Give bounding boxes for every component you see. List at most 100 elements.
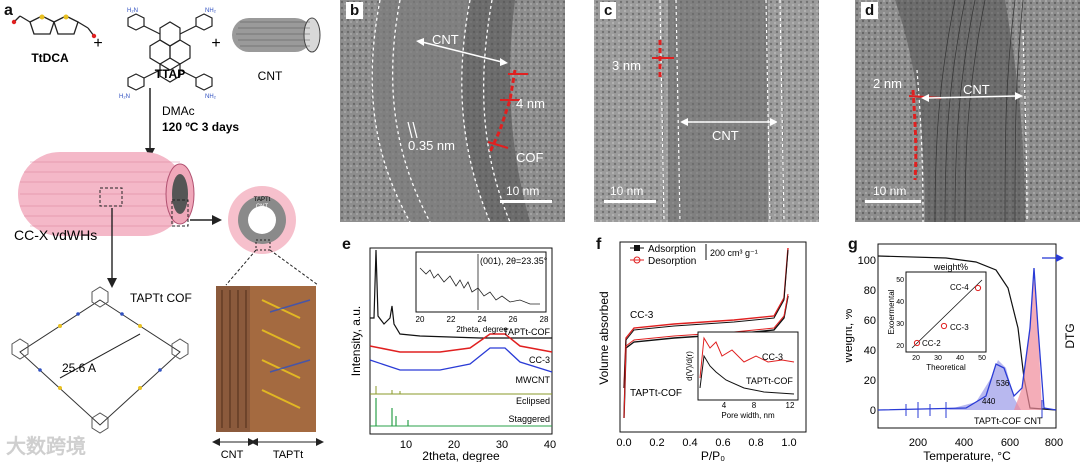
tga-ytick: 20 <box>864 375 876 387</box>
d-scale-bar <box>865 200 921 203</box>
xrd-label-eclipsed: Eclipsed <box>516 396 550 406</box>
tga-ytick: 60 <box>864 315 876 327</box>
iso-xtick: 0.2 <box>649 437 664 449</box>
inset-cc3-label: CC-3 <box>762 352 783 362</box>
d-cnt-label: CNT <box>963 82 990 97</box>
stack-taptt-label: TAPTt <box>273 449 303 461</box>
panel-a-label: a <box>4 2 13 19</box>
layer-stack <box>216 286 316 432</box>
legend-desorption: Desorption <box>648 256 696 267</box>
iso-xtick: 0.4 <box>682 437 697 449</box>
tga-inset-title: weight% <box>933 262 968 272</box>
cof-label: TAPTt COF <box>130 291 192 305</box>
panel-e-label: e <box>342 236 351 253</box>
c-cnt-label: CNT <box>712 128 739 143</box>
cnt-label: CNT <box>258 69 283 83</box>
ttap-label: TTAP <box>155 67 185 81</box>
xrd-xtick: 20 <box>448 439 460 451</box>
panel-c-label: c <box>600 2 617 19</box>
tga-inset-cc2: CC-2 <box>922 339 941 348</box>
tga-ylabel: Weight, % <box>846 308 855 363</box>
plus-2: + <box>211 35 220 52</box>
tga-inset-fit <box>911 279 983 349</box>
tga-dtg-curve <box>877 267 1057 411</box>
xrd-label-staggered: Staggered <box>508 414 550 424</box>
tga-ytick: 100 <box>858 255 876 267</box>
inset-xlabel: Pore width, nm <box>721 411 775 420</box>
b-scale-bar <box>500 200 552 203</box>
nh2-label-1: H₂N <box>127 8 138 14</box>
tga-inset-point-cc2 <box>913 339 921 347</box>
b-cof-label: COF <box>516 150 544 165</box>
panel-a-scheme: TtDCA + H₂N NH₂ H₂N NH₂ TTAP + CNT DMAc … <box>11 8 324 461</box>
ring-cross-section <box>228 186 296 254</box>
tga-ytick: 0 <box>870 405 876 417</box>
conditions-label: 120 ºC 3 days <box>162 120 239 134</box>
solvent-label: DMAc <box>162 104 195 118</box>
xrd-label-mwcnt: MWCNT <box>516 375 551 385</box>
nh2-label-4: NH₂ <box>205 94 217 100</box>
xrd-label-cc3: CC-3 <box>529 355 550 365</box>
tga-peak2: 536 <box>996 379 1010 388</box>
tga-taptt-label: TAPTt-COF <box>974 416 1021 426</box>
tga-inset-cc4: CC-4 <box>950 283 969 292</box>
xrd-xtick: 40 <box>544 439 556 451</box>
d-scale-text: 10 nm <box>873 184 907 198</box>
d-thick-label: 2 nm <box>873 76 902 91</box>
nh2-label-3: H₂N <box>119 94 130 100</box>
panel-b-label: b <box>346 2 364 19</box>
composite-tube <box>18 152 195 236</box>
c-thick-label: 3 nm <box>612 58 641 73</box>
tga-inset-ytick: 50 <box>896 277 904 284</box>
iso-xlabel: P/P₀ <box>701 449 725 462</box>
iso-xtick: 0.0 <box>616 437 631 449</box>
xrd-label-taptt: TAPTt-COF <box>503 327 550 337</box>
tga-inset-ytick: 20 <box>896 343 904 350</box>
tga-inset-ylabel: Exoermental <box>887 289 896 334</box>
ttdca-label: TtDCA <box>31 51 69 65</box>
iso-inset-cc3 <box>699 336 795 379</box>
b-spacing-label: 0.35 nm <box>408 138 455 153</box>
iso-xtick: 1.0 <box>781 437 796 449</box>
cof-framework <box>11 286 189 434</box>
tga-dtg-peak-taptt <box>946 360 1021 410</box>
tga-inset-ytick: 30 <box>896 321 904 328</box>
legend-adsorption: Adsorption <box>648 244 696 255</box>
inset-ylabel: d(V)/d(r) <box>685 351 694 381</box>
tga-inset-ytick: 40 <box>896 299 904 306</box>
xrd-trace-taptt <box>370 249 552 339</box>
inset-xtick: 12 <box>786 401 795 410</box>
xrd-inset-xtick: 26 <box>509 315 518 324</box>
panel-d-label: d <box>861 2 879 19</box>
xrd-inset-trace <box>419 267 540 305</box>
xrd-trace-mwcnt <box>369 347 553 373</box>
iso-xtick: 0.8 <box>748 437 763 449</box>
tga-chart: 440 536 TAPTt-COF CNT weight% CC-2 CC-3 … <box>846 243 1077 462</box>
nh2-label-2: NH₂ <box>205 8 217 14</box>
scale-label: 200 cm³ g⁻¹ <box>710 248 758 258</box>
xrd-inset-xtick: 20 <box>416 315 425 324</box>
c-scale-text: 10 nm <box>610 184 644 198</box>
tga-peak1: 440 <box>982 397 996 406</box>
tga-xtick: 400 <box>955 437 973 449</box>
isotherm-chart: Adsorption Desorption 200 cm³ g⁻¹ CC-3 T… <box>597 241 807 462</box>
ring-inner-label: CNT <box>256 204 269 210</box>
tga-xtick: 600 <box>1001 437 1019 449</box>
tem-image-c: c 3 nm CNT 10 nm <box>594 0 819 222</box>
tga-ylabel-right: DTG <box>1063 323 1077 348</box>
pore-size-label: 25.6 A <box>62 361 96 375</box>
b-scale-text: 10 nm <box>506 184 540 198</box>
tga-inset-xtick: 40 <box>956 355 964 362</box>
iso-inset-taptt <box>699 354 795 395</box>
tga-xlabel: Temperature, °C <box>923 449 1011 462</box>
xrd-inset-title: (001), 2θ=23.35° <box>480 256 548 266</box>
xrd-inset-xtick: 24 <box>478 315 487 324</box>
tga-inset-cc3: CC-3 <box>950 323 969 332</box>
watermark: 大数跨境 <box>6 436 86 458</box>
tga-inset-xlabel: Theoretical <box>926 363 966 372</box>
iso-ylabel: Volume absorbed <box>597 291 611 384</box>
iso-cc3-label: CC-3 <box>630 310 654 321</box>
c-scale-bar <box>604 200 656 203</box>
stack-cnt-label: CNT <box>221 449 244 461</box>
panel-f-label: f <box>596 236 602 253</box>
